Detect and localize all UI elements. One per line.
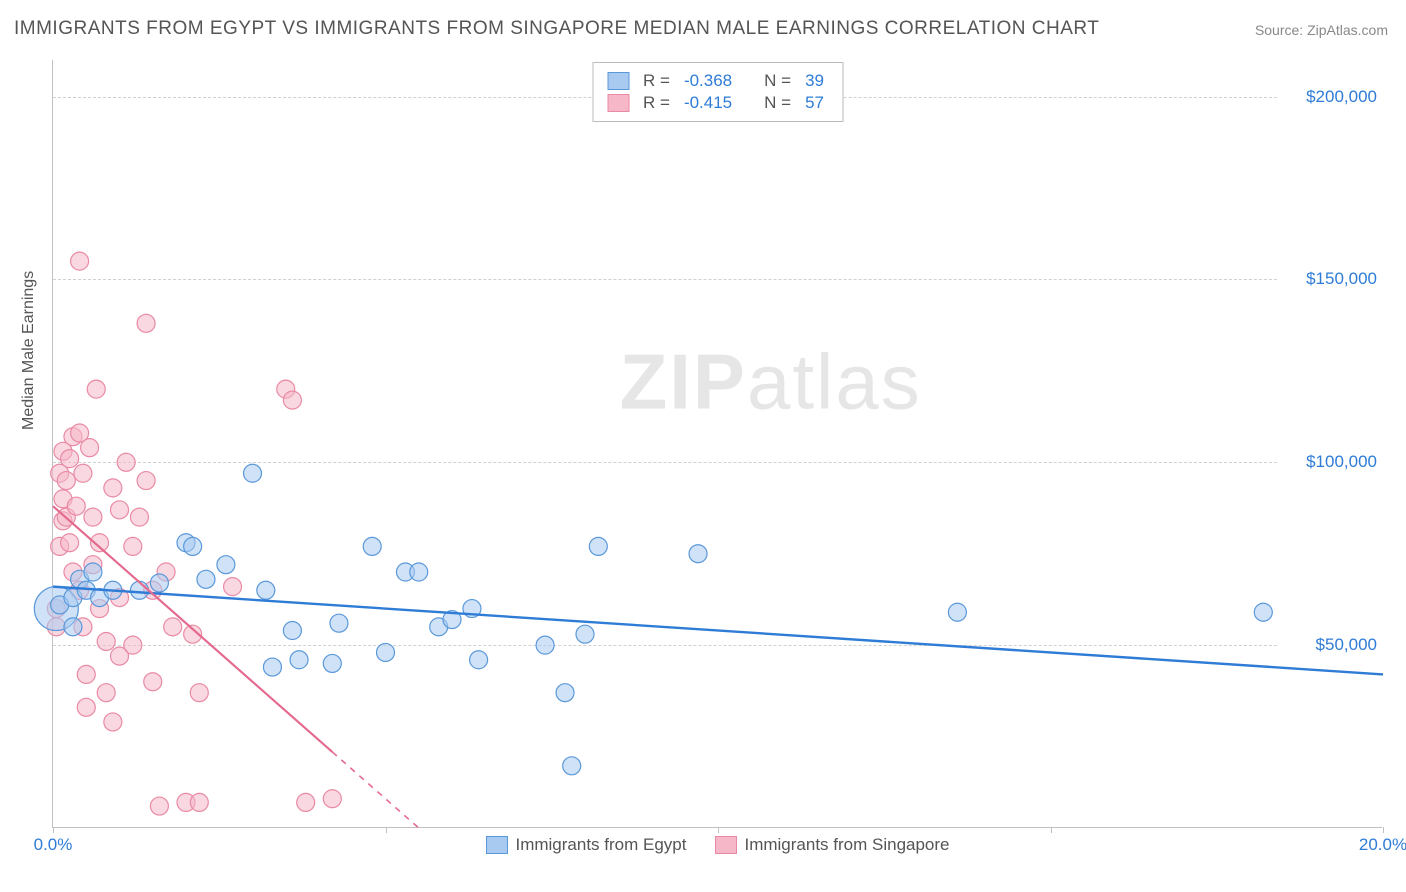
source-label: Source:	[1255, 22, 1303, 38]
data-point	[84, 563, 102, 581]
data-point	[197, 570, 215, 588]
data-point	[97, 632, 115, 650]
data-point	[244, 464, 262, 482]
x-tick-mark	[1051, 827, 1052, 833]
data-point	[81, 439, 99, 457]
data-point	[290, 651, 308, 669]
legend-swatch	[485, 836, 507, 854]
r-value: -0.415	[684, 93, 732, 113]
x-tick-mark	[718, 827, 719, 833]
data-point	[283, 391, 301, 409]
source-link[interactable]: ZipAtlas.com	[1307, 22, 1388, 38]
correlation-legend: R = -0.368 N = 39 R = -0.415 N = 57	[592, 62, 843, 122]
n-value: 57	[805, 93, 824, 113]
data-point	[144, 673, 162, 691]
data-point	[164, 618, 182, 636]
x-tick-label: 20.0%	[1359, 835, 1406, 855]
data-point	[71, 252, 89, 270]
r-label: R =	[643, 71, 670, 91]
data-point	[224, 578, 242, 596]
x-tick-mark	[1383, 827, 1384, 833]
data-point	[137, 472, 155, 490]
r-value: -0.368	[684, 71, 732, 91]
data-point	[363, 537, 381, 555]
data-point	[61, 534, 79, 552]
r-label: R =	[643, 93, 670, 113]
data-point	[576, 625, 594, 643]
data-point	[87, 380, 105, 398]
legend-swatch	[714, 836, 736, 854]
series-legend: Immigrants from Egypt Immigrants from Sin…	[485, 835, 949, 855]
legend-series-item: Immigrants from Egypt	[485, 835, 686, 855]
data-point	[190, 684, 208, 702]
data-point	[689, 545, 707, 563]
data-point	[257, 581, 275, 599]
legend-swatch	[607, 94, 629, 112]
data-point	[184, 537, 202, 555]
data-point	[77, 698, 95, 716]
data-point	[150, 797, 168, 815]
scatter-svg	[53, 60, 1382, 827]
x-tick-label: 0.0%	[34, 835, 73, 855]
chart-plot-area: ZIPatlas $50,000$100,000$150,000$200,000…	[52, 60, 1382, 828]
data-point	[137, 314, 155, 332]
data-point	[563, 757, 581, 775]
data-point	[410, 563, 428, 581]
chart-title: IMMIGRANTS FROM EGYPT VS IMMIGRANTS FROM…	[14, 18, 1099, 40]
data-point	[323, 790, 341, 808]
legend-swatch	[607, 72, 629, 90]
legend-series-item: Immigrants from Singapore	[714, 835, 949, 855]
data-point	[117, 453, 135, 471]
data-point	[190, 793, 208, 811]
data-point	[84, 508, 102, 526]
data-point	[323, 654, 341, 672]
data-point	[589, 537, 607, 555]
data-point	[1254, 603, 1272, 621]
data-point	[57, 472, 75, 490]
data-point	[536, 636, 554, 654]
legend-stat-row: R = -0.368 N = 39	[607, 71, 828, 91]
data-point	[64, 618, 82, 636]
data-point	[77, 665, 95, 683]
data-point	[111, 501, 129, 519]
data-point	[124, 636, 142, 654]
x-tick-mark	[53, 827, 54, 833]
data-point	[470, 651, 488, 669]
data-point	[263, 658, 281, 676]
data-point	[330, 614, 348, 632]
source-attribution: Source: ZipAtlas.com	[1255, 22, 1388, 38]
n-label: N =	[764, 71, 791, 91]
data-point	[74, 464, 92, 482]
data-point	[297, 793, 315, 811]
data-point	[130, 581, 148, 599]
x-tick-mark	[386, 827, 387, 833]
data-point	[104, 479, 122, 497]
data-point	[61, 450, 79, 468]
legend-series-label: Immigrants from Egypt	[515, 835, 686, 855]
data-point	[948, 603, 966, 621]
data-point	[124, 537, 142, 555]
data-point	[217, 556, 235, 574]
data-point	[67, 497, 85, 515]
n-label: N =	[764, 93, 791, 113]
legend-series-label: Immigrants from Singapore	[744, 835, 949, 855]
data-point	[150, 574, 168, 592]
trend-line	[53, 587, 1383, 675]
legend-stat-row: R = -0.415 N = 57	[607, 93, 828, 113]
y-axis-label: Median Male Earnings	[20, 271, 38, 430]
data-point	[104, 713, 122, 731]
data-point	[130, 508, 148, 526]
data-point	[556, 684, 574, 702]
data-point	[283, 622, 301, 640]
data-point	[377, 643, 395, 661]
n-value: 39	[805, 71, 824, 91]
data-point	[97, 684, 115, 702]
